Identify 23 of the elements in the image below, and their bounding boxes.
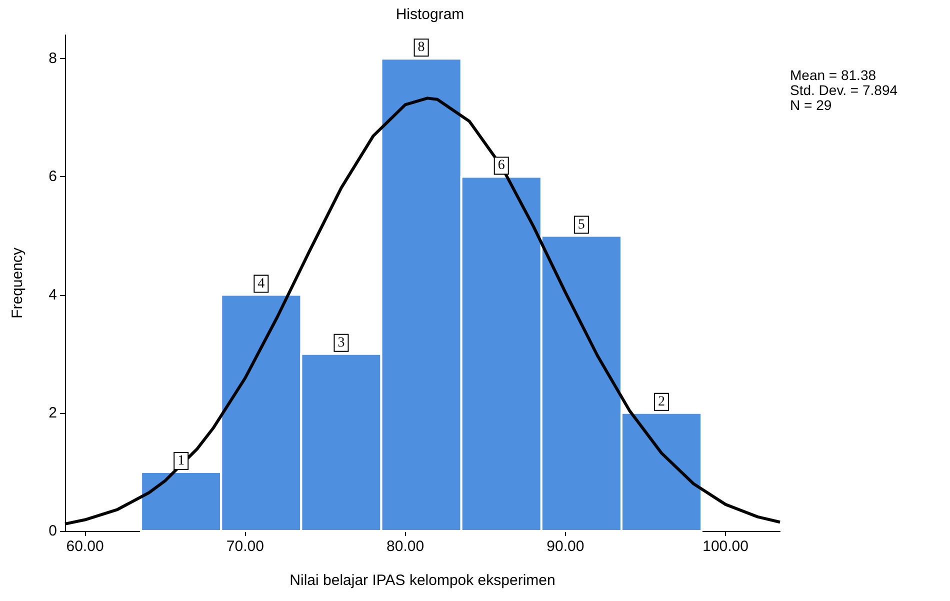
text: N = 29 bbox=[790, 97, 832, 113]
x-tick-label: 80.00 bbox=[386, 538, 424, 555]
x-tick-label: 60.00 bbox=[66, 538, 104, 555]
x-axis-title: Nilai belajar IPAS kelompok eksperimen bbox=[290, 572, 556, 589]
text: Std. Dev. = 7.894 bbox=[790, 82, 898, 98]
y-tick-label: 2 bbox=[48, 404, 57, 422]
y-tick-label: 0 bbox=[48, 522, 57, 540]
y-tick-label: 8 bbox=[48, 50, 57, 68]
data-label: 5 bbox=[578, 217, 585, 232]
data-label: 8 bbox=[418, 40, 425, 56]
text: Mean = 81.38 bbox=[790, 67, 876, 83]
y-tick-label: 4 bbox=[48, 286, 57, 304]
chart-title: Histogram bbox=[396, 6, 464, 23]
data-label: 6 bbox=[498, 158, 505, 174]
x-tick-label: 100.00 bbox=[702, 538, 748, 555]
x-tick-label: 90.00 bbox=[546, 538, 584, 555]
data-label: 3 bbox=[338, 335, 345, 350]
data-label: 2 bbox=[658, 394, 665, 410]
data-label: 4 bbox=[258, 276, 265, 292]
x-tick-label: 70.00 bbox=[226, 538, 264, 555]
data-label: 1 bbox=[178, 453, 185, 468]
y-axis-title: Frequency bbox=[9, 247, 26, 318]
y-tick-label: 6 bbox=[48, 168, 57, 186]
